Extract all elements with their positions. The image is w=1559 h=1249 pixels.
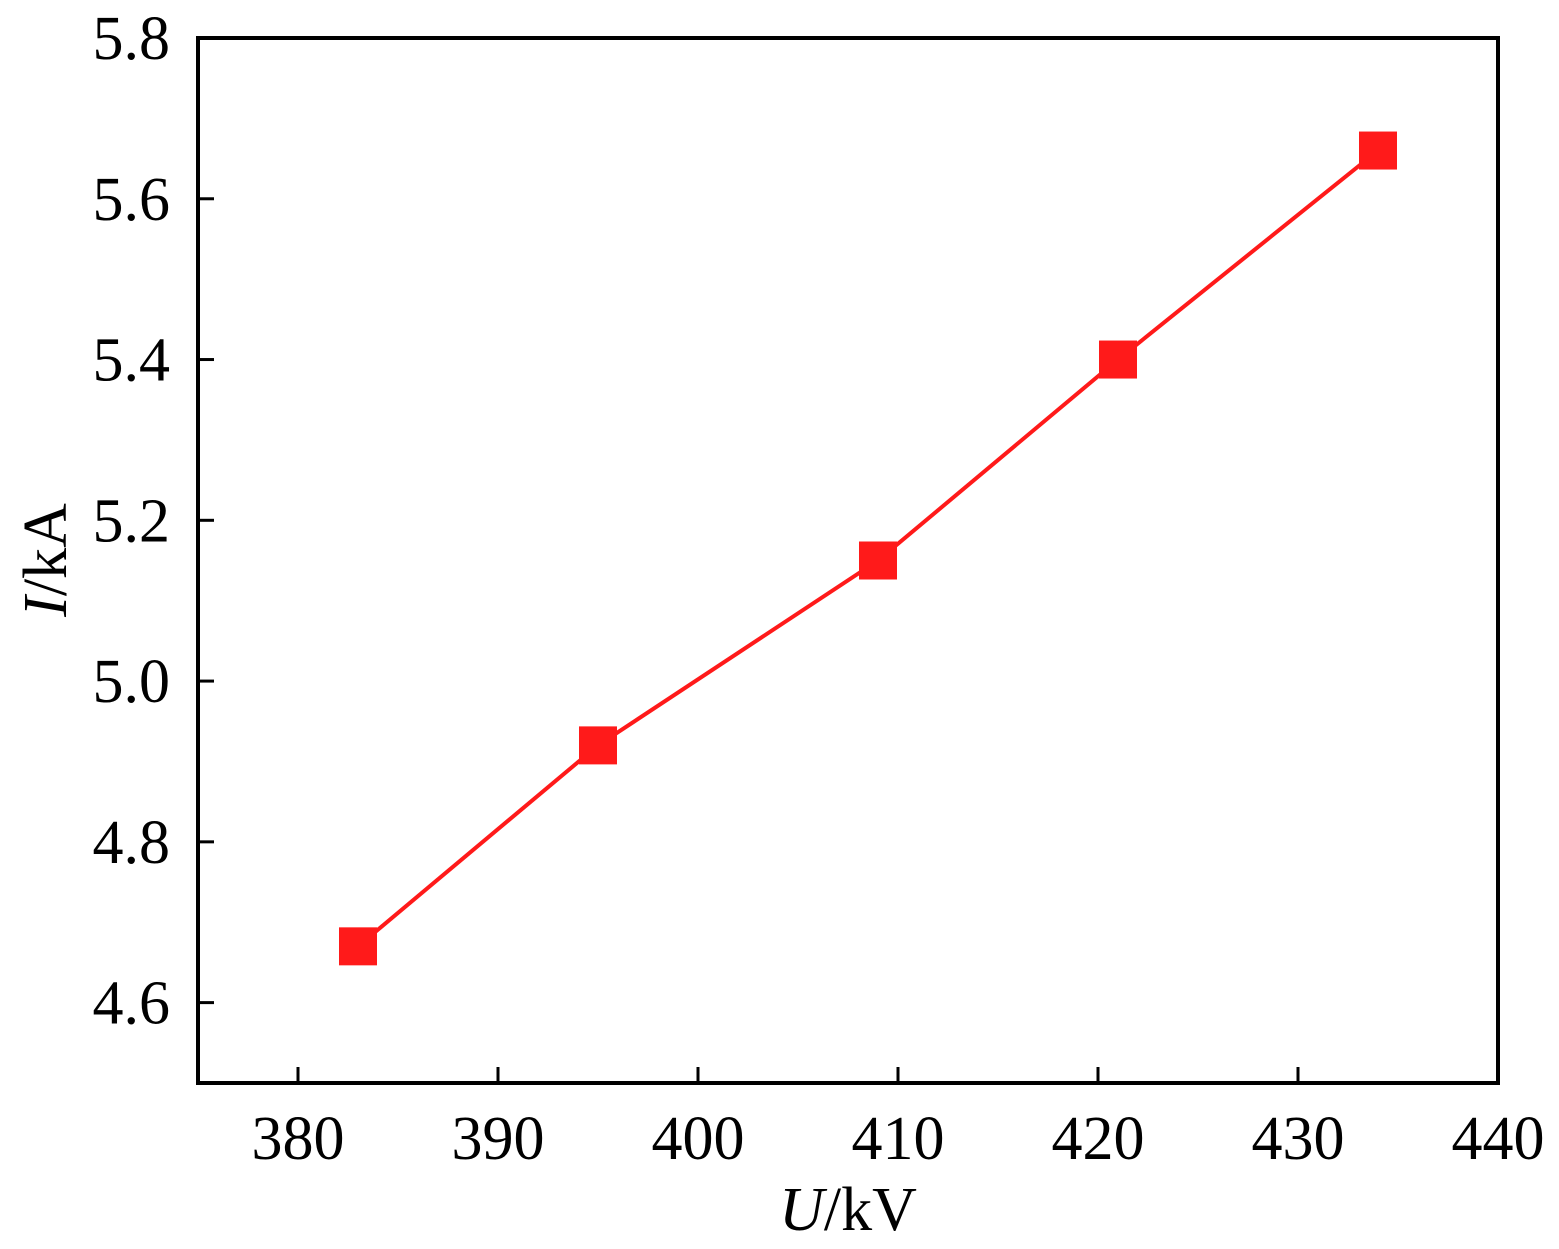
x-axis-unit: /kV xyxy=(824,1176,917,1244)
y-axis-ticks xyxy=(198,197,214,1005)
x-axis-tick-labels: 380 390 400 410 420 430 440 xyxy=(252,1105,1545,1173)
y-tick-label: 5.2 xyxy=(93,487,171,555)
y-axis-title: I/kA xyxy=(12,503,80,618)
x-tick-label: 380 xyxy=(252,1105,345,1173)
data-point-marker xyxy=(859,541,897,580)
y-axis-tick-labels: 4.6 4.8 5.0 5.2 5.4 5.6 5.8 xyxy=(93,5,171,1038)
y-tick-label: 5.8 xyxy=(93,5,171,73)
x-tick-label: 440 xyxy=(1452,1105,1545,1173)
x-axis-title: U/kV xyxy=(779,1176,917,1244)
data-point-marker xyxy=(579,726,617,765)
plot-area-frame xyxy=(196,36,1500,1085)
y-tick-label: 5.4 xyxy=(93,327,171,395)
x-tick-label: 400 xyxy=(652,1105,745,1173)
y-tick-label: 5.6 xyxy=(93,166,171,234)
y-axis-symbol: I xyxy=(12,593,80,618)
x-axis-symbol: U xyxy=(779,1176,828,1244)
data-point-marker xyxy=(1359,131,1397,170)
data-point-marker xyxy=(339,927,377,966)
x-axis-ticks xyxy=(296,1067,1300,1083)
y-tick-label: 4.6 xyxy=(93,970,171,1038)
x-tick-label: 410 xyxy=(852,1105,945,1173)
series-layer xyxy=(339,131,1397,966)
x-tick-label: 390 xyxy=(452,1105,545,1173)
x-tick-label: 420 xyxy=(1052,1105,1145,1173)
y-tick-label: 5.0 xyxy=(93,648,171,716)
y-tick-label: 4.8 xyxy=(93,809,171,877)
x-tick-label: 430 xyxy=(1252,1105,1345,1173)
y-axis-unit: /kA xyxy=(12,503,80,596)
data-point-marker xyxy=(1099,340,1137,379)
